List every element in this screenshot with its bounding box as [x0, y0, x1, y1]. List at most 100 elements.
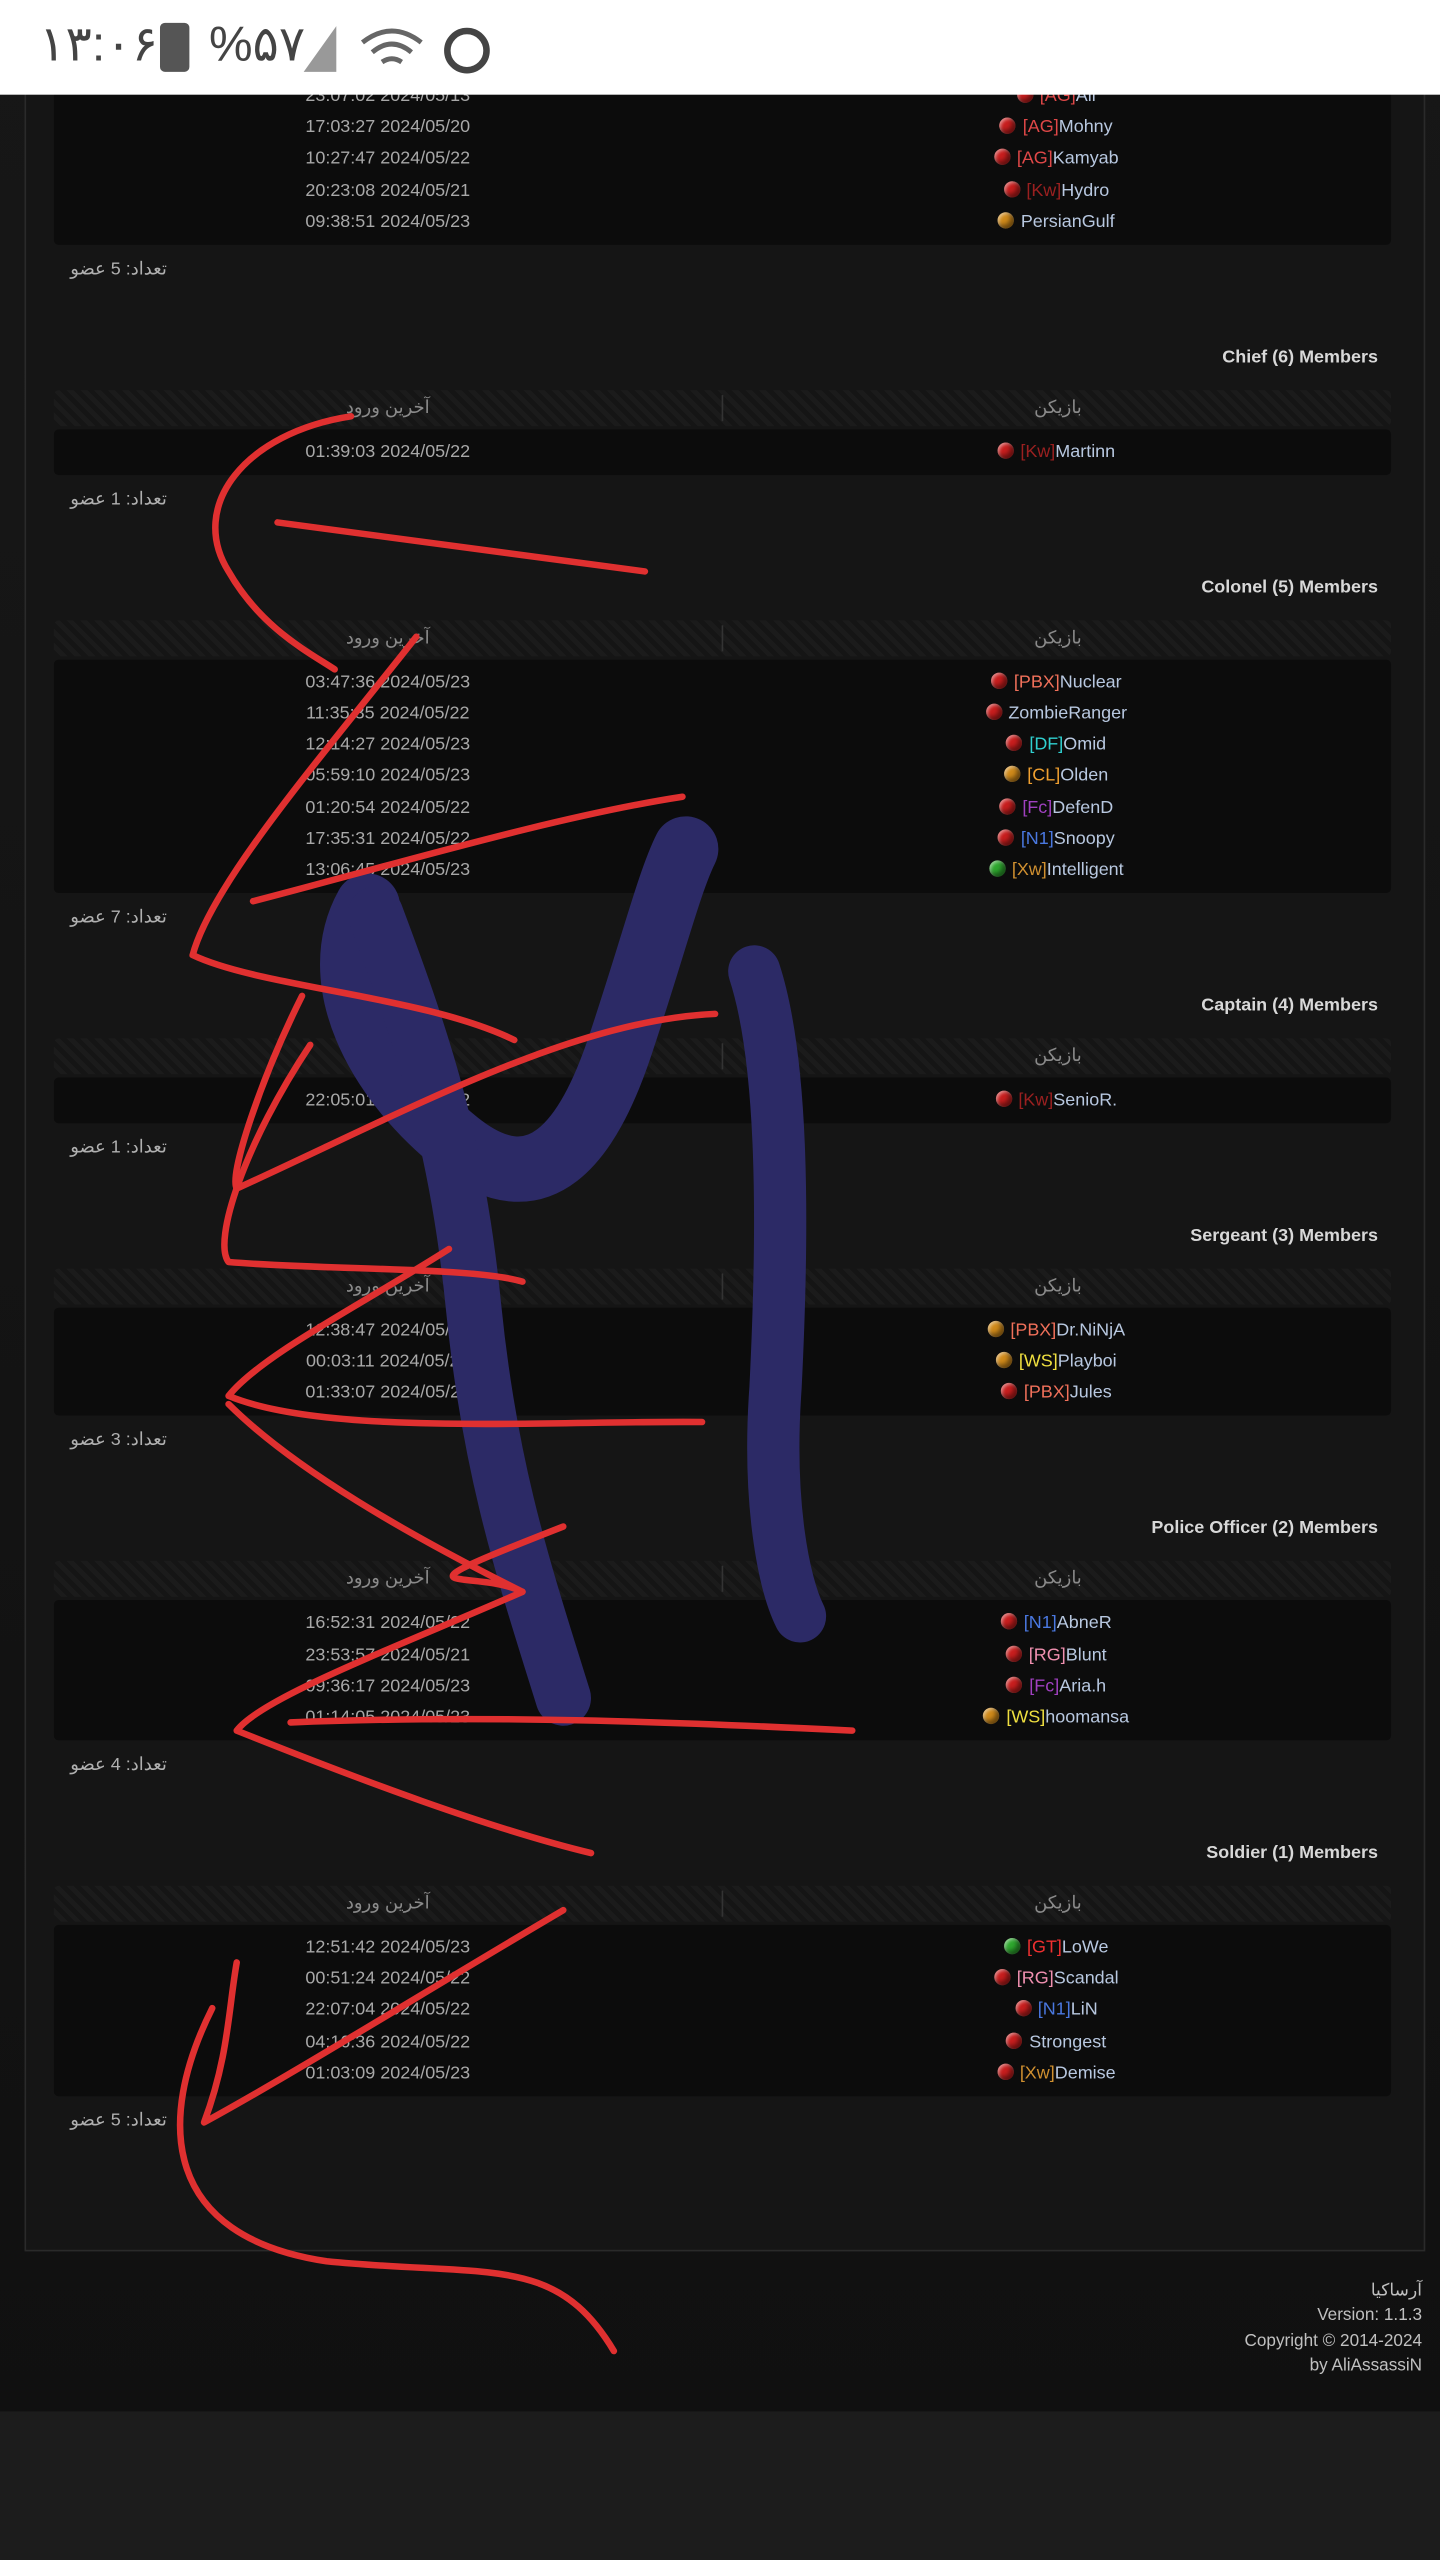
status-dot	[1000, 1383, 1018, 1400]
column-header: بازیکن	[721, 1273, 1393, 1300]
group-title: Sergeant (3) Members	[1190, 1226, 1378, 1246]
clan-tag: [CL]	[1027, 766, 1061, 786]
player: [N1]Snoopy	[722, 826, 1391, 852]
last-login: 00:51:24 2024/05/22	[305, 1969, 471, 1989]
member-count: تعداد: 7 عضو	[70, 907, 167, 928]
member-count: تعداد: 3 عضو	[70, 1430, 167, 1451]
clan-tag: [Fc]	[1029, 1676, 1060, 1696]
clan-tag: [Xw]	[1019, 2063, 1055, 2083]
status-dot	[999, 117, 1017, 135]
player-name: hoomansa	[1045, 1707, 1130, 1728]
red-scribble	[189, 633, 518, 1044]
red-scribble	[232, 992, 719, 1192]
member-count: تعداد: 4 عضو	[70, 1755, 167, 1775]
last-login: 10:27:47 2024/05/22	[305, 149, 471, 169]
status-dot	[988, 860, 1006, 877]
last-login: 12:14:27 2024/05/23	[305, 734, 471, 755]
last-login: 01:03:09 2024/05/23	[305, 2063, 471, 2083]
clan-tag: [GT]	[1026, 1937, 1062, 1958]
player-name: Blunt	[1065, 1645, 1107, 1665]
player: [Fc]DefenD	[722, 794, 1391, 820]
alarm-icon	[444, 27, 490, 74]
column-header: بازیکن	[721, 624, 1393, 652]
player: [GT]LoWe	[722, 1935, 1391, 1961]
clan-tag: [DF]	[1029, 734, 1064, 755]
battery-icon	[159, 22, 190, 72]
column-header: بازیکن	[721, 1043, 1393, 1070]
column-header: بازیکن	[721, 1566, 1393, 1593]
group-title: Soldier (1) Members	[1206, 1843, 1378, 1863]
status-dot	[997, 211, 1015, 229]
status-dot	[995, 1352, 1013, 1369]
player: [Kw]SenioR.	[722, 1087, 1391, 1113]
status-dot	[1004, 1937, 1021, 1955]
clock: ۱۳:۰۶	[39, 17, 159, 72]
table-header: آخرین ورود بازیکن	[53, 1268, 1393, 1305]
table-body	[53, 1924, 1392, 2096]
member-count: تعداد: 1 عضو	[70, 489, 167, 510]
player-name: Snoopy	[1053, 829, 1115, 849]
last-login: 22:07:04 2024/05/22	[305, 2000, 471, 2021]
clan-tag: [N1]	[1020, 829, 1054, 849]
player: [Xw]Demise	[722, 2060, 1391, 2086]
column-header: آخرین ورود	[345, 1893, 430, 1914]
member-count: تعداد: 5 عضو	[70, 259, 167, 279]
footer-line: آرساکیا	[1370, 2280, 1423, 2301]
clan-tag: [AG]	[1016, 149, 1053, 169]
status-dot	[1005, 1645, 1023, 1662]
last-login: 01:20:54 2024/05/22	[305, 797, 471, 818]
last-login: 17:35:31 2024/05/22	[305, 829, 471, 849]
footer-line: Copyright © 2014-2024	[1244, 2330, 1423, 2351]
status-dot	[999, 797, 1016, 815]
player-name: Strongest	[1029, 2031, 1107, 2052]
last-login: 03:47:36 2024/05/23	[305, 672, 471, 692]
red-scribble	[274, 519, 649, 575]
last-login: 11:35:35 2024/05/22	[306, 703, 470, 724]
status-dot	[990, 672, 1008, 689]
player: [AG]Kamyab	[722, 146, 1391, 172]
clan-tag: [Xw]	[1011, 860, 1047, 880]
clan-tag: [RG]	[1028, 1645, 1066, 1665]
column-header: آخرین ورود	[345, 1569, 430, 1590]
group-title: Colonel (5) Members	[1201, 577, 1378, 598]
last-login: 09:36:17 2024/05/23	[305, 1676, 471, 1696]
player-name: AbneR	[1056, 1613, 1112, 1634]
status-dot	[1003, 180, 1020, 197]
member-count: تعداد: 5 عضو	[70, 2110, 167, 2131]
clan-tag: [WS]	[1006, 1707, 1046, 1728]
blue-scribble	[320, 816, 719, 1202]
player-name: DefenD	[1052, 797, 1114, 818]
player: Strongest	[722, 2029, 1391, 2055]
last-login: 12:51:42 2024/05/23	[305, 1937, 471, 1958]
clan-tag: [WS]	[1018, 1352, 1058, 1372]
table-header: آخرین ورود بازیکن	[53, 1885, 1393, 1922]
column-header: آخرین ورود	[345, 398, 430, 418]
player-name: Mohny	[1058, 117, 1113, 138]
last-login: 00:03:11 2024/05/23	[306, 1352, 470, 1372]
player: [AG]Mohny	[722, 115, 1391, 141]
player: [PBX]Dr.NiNjA	[722, 1318, 1391, 1344]
last-login: 05:59:10 2024/05/23	[305, 766, 471, 786]
clan-tag: [PBX]	[1023, 1383, 1070, 1404]
last-login: 09:38:51 2024/05/23	[305, 211, 471, 232]
player: [Xw]Intelligent	[722, 857, 1391, 883]
player-name: Intelligent	[1046, 860, 1124, 880]
player-name: Omid	[1063, 734, 1107, 755]
player: [RG]Blunt	[722, 1642, 1391, 1668]
status-dot	[1014, 2000, 1032, 2017]
clan-tag: [Kw]	[1020, 442, 1056, 462]
table-header: آخرین ورود بازیکن	[53, 1561, 1393, 1598]
player-name: ZombieRanger	[1008, 703, 1128, 724]
player-name: Scandal	[1053, 1969, 1119, 1989]
footer: آرساکیا Version: 1.1.3 Copyright © 2014-20…	[1245, 2279, 1423, 2379]
clan-tag: [Fc]	[1022, 797, 1053, 818]
player-name: Olden	[1060, 766, 1109, 786]
status-dot	[985, 703, 1002, 720]
status-dot	[1006, 1676, 1023, 1693]
column-header: بازیکن	[721, 1890, 1393, 1917]
player-name: Kamyab	[1052, 149, 1119, 169]
status-dot	[997, 829, 1015, 846]
member-count: تعداد: 1 عضو	[70, 1137, 167, 1158]
